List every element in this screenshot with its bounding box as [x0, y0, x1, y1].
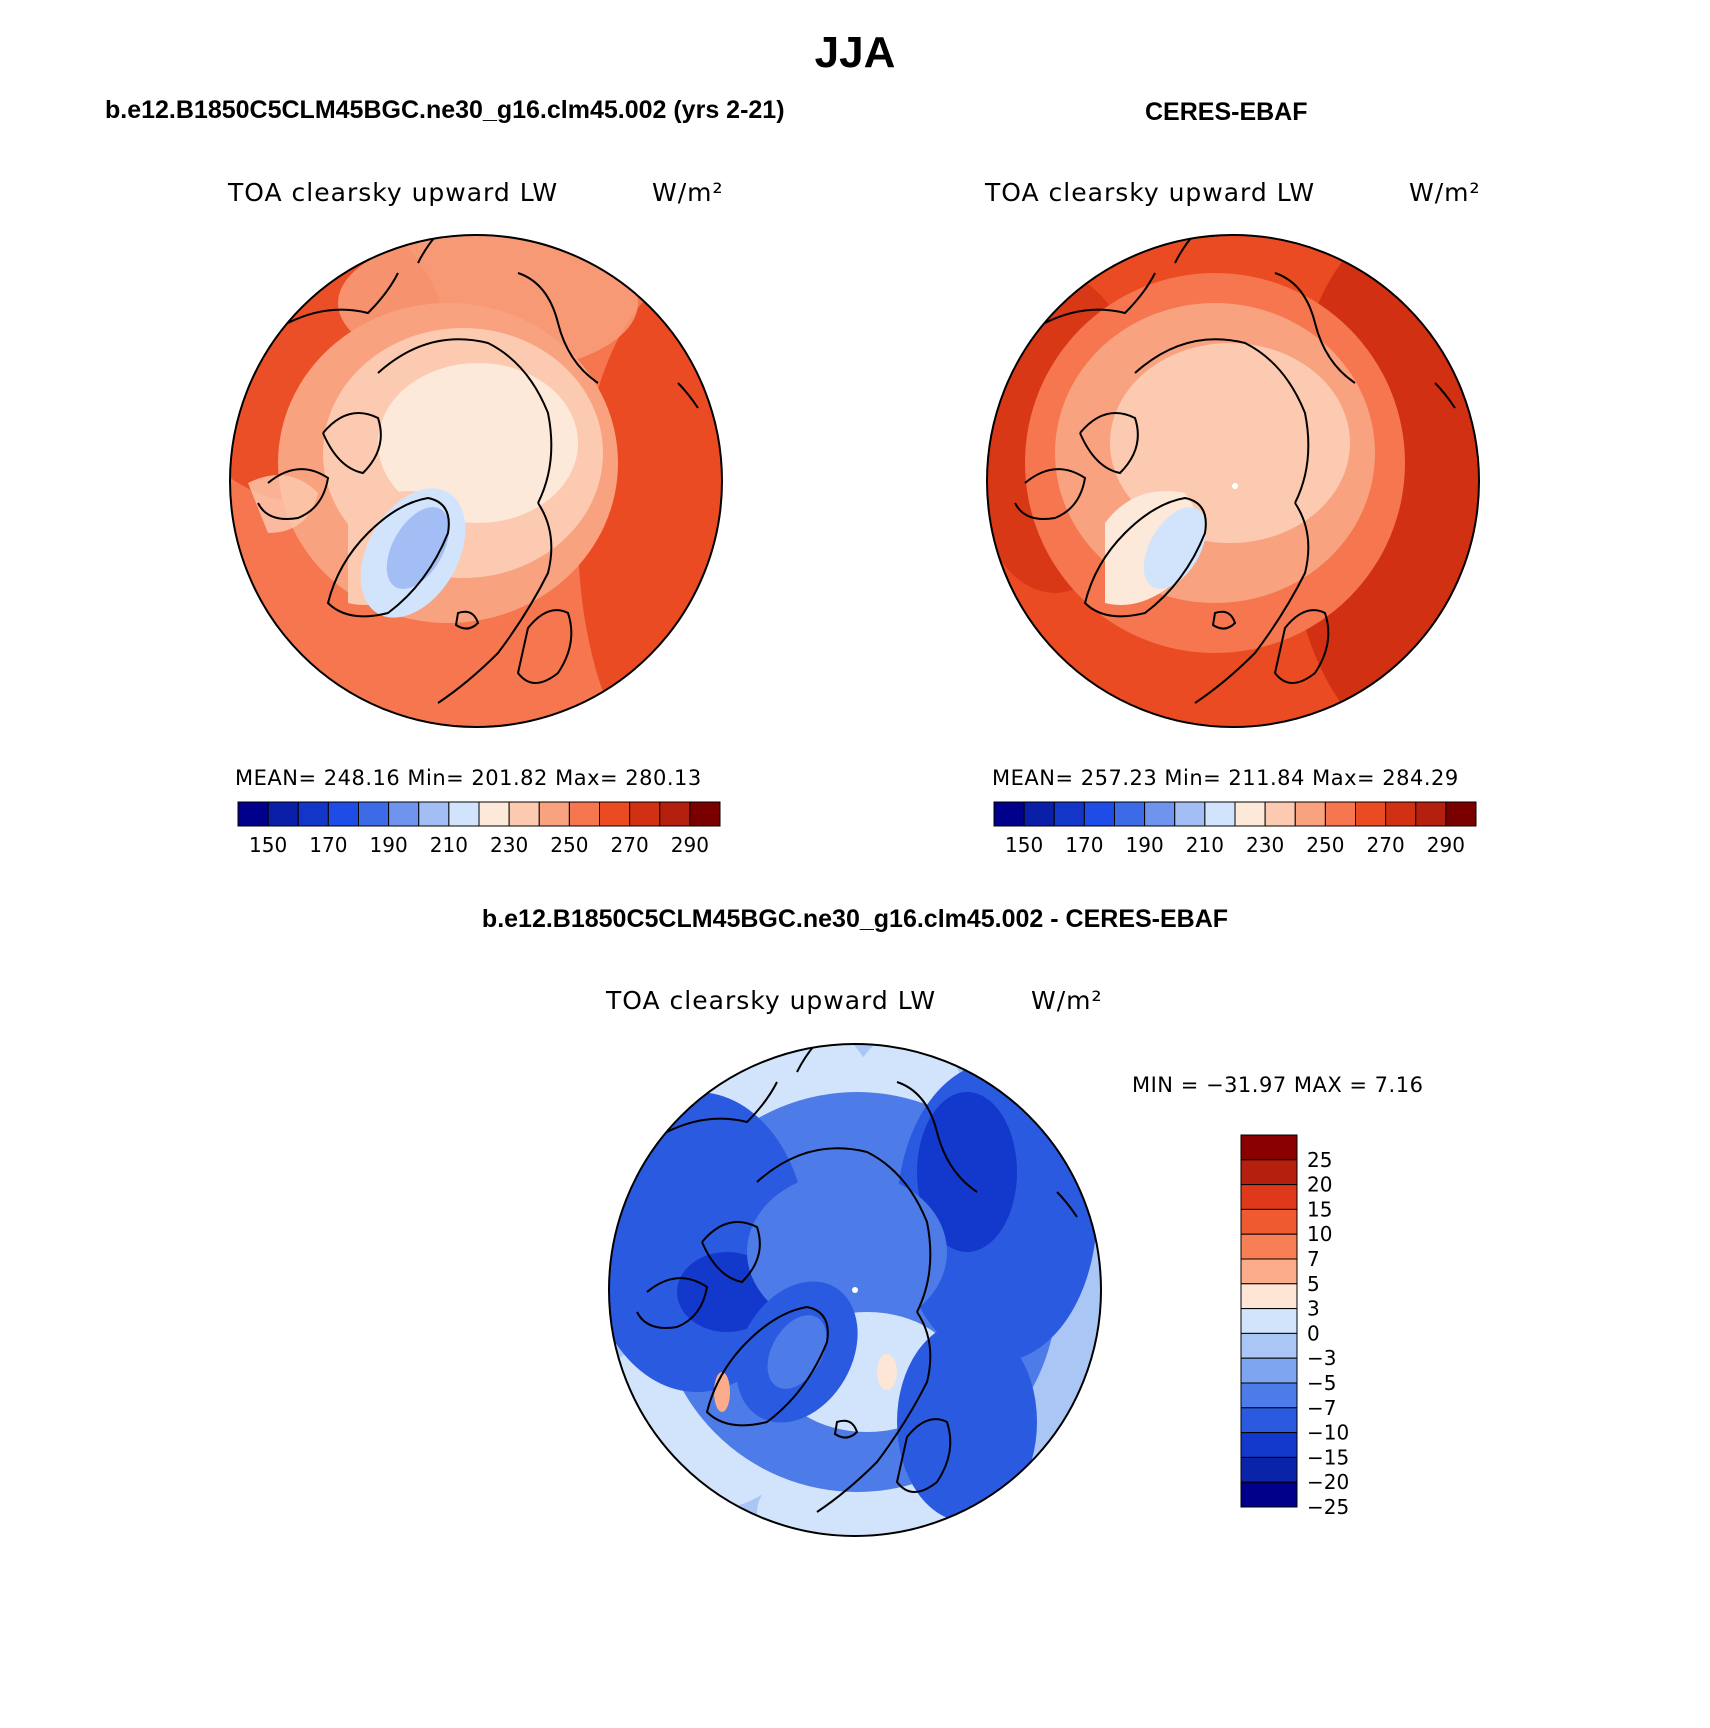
obs-colorbar-box — [1415, 801, 1447, 827]
model-colorbar-box — [629, 801, 661, 827]
obs-colorbar-box — [1204, 801, 1236, 827]
obs-colorbar-box — [1294, 801, 1326, 827]
obs-polar-map — [986, 234, 1480, 728]
obs-colorbar-tick-label: 210 — [1186, 833, 1224, 857]
diff-colorbar-tick-label: −25 — [1307, 1495, 1349, 1519]
diff-colorbar-box — [1240, 1233, 1298, 1260]
diff-colorbar-tick-label: 5 — [1307, 1272, 1320, 1296]
obs-colorbar-tick-label: 270 — [1367, 833, 1405, 857]
diff-colorbar-box — [1240, 1134, 1298, 1161]
diff-colorbar-tick-label: −3 — [1307, 1346, 1336, 1370]
obs-colorbar-tick-label: 230 — [1246, 833, 1284, 857]
model-colorbar-box — [358, 801, 390, 827]
diff-colorbar-tick-label: 0 — [1307, 1321, 1320, 1345]
obs-colorbar: 150 170 190 210 230 250 270 290 — [993, 801, 1477, 857]
model-colorbar-box — [599, 801, 631, 827]
obs-colorbar-box — [1234, 801, 1266, 827]
diff-colorbar-box — [1240, 1432, 1298, 1458]
diff-colorbar-tick-label: 10 — [1307, 1222, 1332, 1246]
obs-colorbar-tick-label: 290 — [1427, 833, 1465, 857]
model-colorbar-tick-label: 170 — [309, 833, 347, 857]
obs-variable-title: TOA clearsky upward LW — [985, 178, 1316, 207]
diff-colorbar-tick-label: 15 — [1307, 1197, 1332, 1221]
diff-colorbar-box — [1240, 1407, 1298, 1434]
diff-colorbar-tick-label: −7 — [1307, 1396, 1336, 1420]
model-colorbar-box — [659, 801, 691, 827]
model-colorbar-tick-label: 290 — [671, 833, 709, 857]
obs-colorbar-box — [1324, 801, 1356, 827]
obs-panel-header: CERES-EBAF — [1145, 98, 1308, 126]
diff-panel-header: b.e12.B1850C5CLM45BGC.ne30_g16.clm45.002… — [481, 905, 1229, 933]
model-colorbar-box — [297, 801, 329, 827]
diff-colorbar-box — [1240, 1283, 1298, 1310]
diff-colorbar-box — [1240, 1308, 1298, 1334]
obs-stats: MEAN= 257.23 Min= 211.84 Max= 284.29 — [992, 766, 1459, 790]
diff-variable-title: TOA clearsky upward LW — [606, 986, 937, 1015]
obs-colorbar-box — [1174, 801, 1206, 827]
obs-colorbar-box — [1264, 801, 1296, 827]
obs-colorbar-tick-label: 190 — [1126, 833, 1164, 857]
model-colorbar-box — [327, 801, 359, 827]
obs-colorbar-box — [1385, 801, 1417, 827]
diff-stats: MIN = −31.97 MAX = 7.16 — [1132, 1073, 1424, 1097]
model-colorbar-tick-label: 270 — [611, 833, 649, 857]
model-panel-header: b.e12.B1850C5CLM45BGC.ne30_g16.clm45.002… — [105, 96, 785, 124]
model-stats: MEAN= 248.16 Min= 201.82 Max= 280.13 — [235, 766, 702, 790]
model-colorbar-tick-label: 150 — [249, 833, 287, 857]
obs-colorbar-box — [1053, 801, 1085, 827]
model-colorbar-tick-label: 230 — [490, 833, 528, 857]
obs-colorbar-tick-label: 150 — [1005, 833, 1043, 857]
model-colorbar-box — [448, 801, 480, 827]
model-polar-map — [229, 234, 723, 728]
obs-colorbar-box — [1445, 801, 1477, 827]
diff-colorbar-tick-label: 3 — [1307, 1297, 1320, 1321]
model-variable-title: TOA clearsky upward LW — [228, 178, 559, 207]
obs-colorbar-box — [1083, 801, 1115, 827]
obs-units: W/m² — [1409, 178, 1481, 207]
diff-colorbar-box — [1240, 1208, 1298, 1235]
diff-colorbar-tick-label: −20 — [1307, 1470, 1349, 1494]
diff-colorbar-box — [1240, 1382, 1298, 1409]
model-colorbar-box — [478, 801, 510, 827]
obs-colorbar-box — [1144, 801, 1176, 827]
obs-colorbar-box — [1023, 801, 1055, 827]
diff-colorbar-tick-label: −15 — [1307, 1445, 1349, 1469]
model-colorbar-tick-label: 250 — [550, 833, 588, 857]
obs-colorbar-box — [1114, 801, 1146, 827]
model-colorbar-box — [418, 801, 450, 827]
figure-title: JJA — [814, 28, 896, 77]
model-colorbar-box — [237, 801, 269, 827]
diff-colorbar-tick-label: −10 — [1307, 1421, 1349, 1445]
diff-colorbar-box — [1240, 1481, 1298, 1508]
diff-colorbar-box — [1240, 1159, 1298, 1186]
model-colorbar-box — [508, 801, 540, 827]
diff-colorbar-box — [1240, 1456, 1298, 1483]
diff-polar-map — [608, 1043, 1102, 1537]
diff-colorbar-box — [1240, 1357, 1298, 1384]
diff-colorbar-box — [1240, 1332, 1298, 1359]
model-colorbar-box — [689, 801, 721, 827]
model-colorbar-box — [388, 801, 420, 827]
model-colorbar: 150 170 190 210 230 250 270 290 — [237, 801, 721, 857]
diff-colorbar-tick-label: 25 — [1307, 1148, 1332, 1172]
obs-colorbar-tick-label: 250 — [1306, 833, 1344, 857]
diff-units: W/m² — [1031, 986, 1103, 1015]
diff-colorbar-box — [1240, 1258, 1298, 1285]
obs-colorbar-box — [1355, 801, 1387, 827]
model-colorbar-box — [568, 801, 600, 827]
model-colorbar-box — [267, 801, 299, 827]
model-colorbar-tick-label: 210 — [430, 833, 468, 857]
model-colorbar-box — [538, 801, 570, 827]
obs-colorbar-tick-label: 170 — [1065, 833, 1103, 857]
diff-colorbar-box — [1240, 1184, 1298, 1210]
model-units: W/m² — [652, 178, 724, 207]
obs-colorbar-box — [993, 801, 1025, 827]
diff-colorbar-tick-label: −5 — [1307, 1371, 1336, 1395]
diff-colorbar-tick-label: 7 — [1307, 1247, 1320, 1271]
model-colorbar-tick-label: 190 — [370, 833, 408, 857]
diff-colorbar-tick-label: 20 — [1307, 1173, 1332, 1197]
